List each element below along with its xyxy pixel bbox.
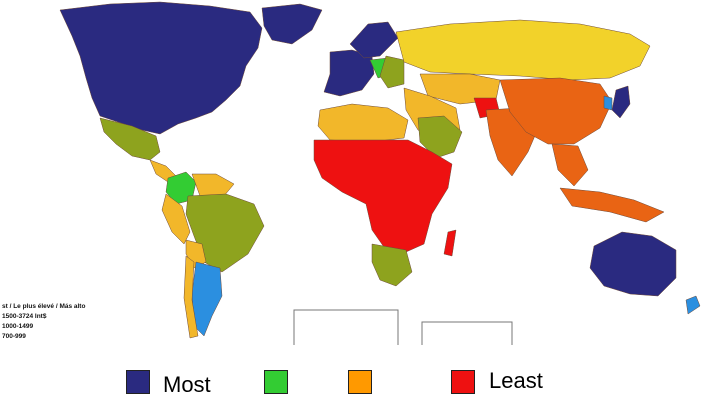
- region-north-africa: [317, 103, 409, 143]
- region-chile: [183, 255, 199, 339]
- region-sub-saharan-africa: [313, 139, 453, 253]
- region-china: [499, 77, 613, 145]
- swatch-green: [264, 370, 288, 394]
- label-most: Most: [163, 372, 211, 397]
- region-venezuela: [191, 173, 235, 197]
- region-new-zealand: [685, 295, 701, 315]
- inset-box-right: [421, 321, 513, 345]
- world-map: [59, 1, 701, 345]
- region-southern-africa: [371, 243, 413, 287]
- region-indonesia: [559, 187, 665, 223]
- swatch-most: [126, 370, 150, 394]
- inset-box-left: [293, 309, 399, 345]
- region-madagascar: [443, 229, 457, 257]
- region-canada-usa: [59, 1, 263, 135]
- region-australia: [589, 231, 677, 297]
- region-japan: [611, 85, 631, 119]
- region-brazil: [185, 193, 265, 273]
- swatch-least: [451, 370, 475, 394]
- map-legend-row: 1500-3724 Int$: [2, 313, 47, 320]
- label-least: Least: [489, 368, 543, 393]
- region-peru: [161, 193, 191, 245]
- region-se-asia: [551, 143, 589, 187]
- map-legend-row: 700-999: [2, 333, 26, 340]
- swatch-orange: [348, 370, 372, 394]
- map-legend: st / Le plus élevé / Más alto 1500-3724 …: [2, 302, 85, 342]
- region-eastern-europe: [379, 55, 405, 89]
- region-argentina: [191, 261, 223, 337]
- region-arabia: [417, 115, 463, 159]
- region-korea: [603, 95, 613, 111]
- map-legend-heading: st / Le plus élevé / Más alto: [2, 303, 86, 310]
- region-russia: [395, 19, 651, 81]
- region-greenland: [261, 3, 323, 45]
- color-key: Most Least: [0, 366, 720, 397]
- map-legend-row: 1000-1499: [2, 323, 34, 330]
